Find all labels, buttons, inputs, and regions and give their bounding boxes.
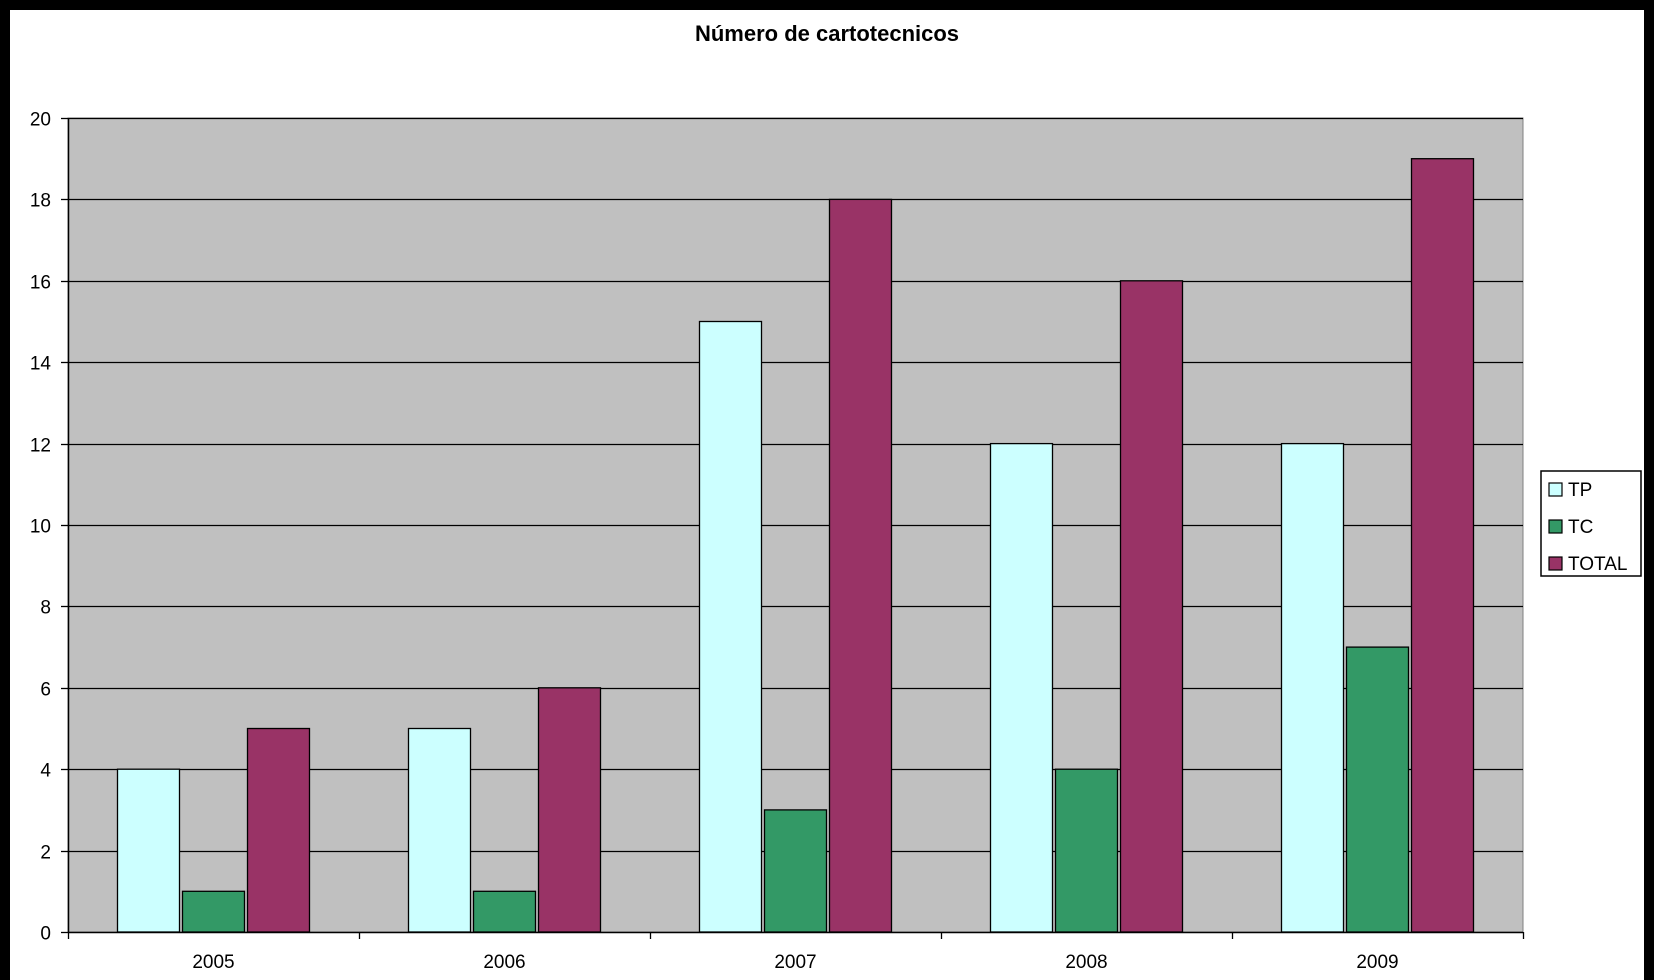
bar-total-2007 bbox=[828, 198, 893, 933]
x-tick-label: 2007 bbox=[774, 952, 816, 973]
legend-swatch-tp bbox=[1548, 482, 1563, 497]
y-tick-label: 12 bbox=[30, 436, 51, 457]
x-tick-label: 2006 bbox=[483, 952, 525, 973]
legend-label-total: TOTAL bbox=[1568, 554, 1627, 575]
y-tick-label: 8 bbox=[40, 598, 51, 619]
bar-tc-2009 bbox=[1345, 646, 1410, 933]
bar-total-2009 bbox=[1410, 158, 1475, 933]
y-tick-label: 6 bbox=[40, 680, 51, 701]
y-tick-label: 14 bbox=[30, 354, 52, 375]
legend-label-tc: TC bbox=[1568, 517, 1593, 538]
bar-total-2005 bbox=[246, 727, 311, 933]
bars bbox=[116, 158, 1475, 933]
legend: TP TC TOTAL bbox=[1540, 470, 1642, 577]
bar-tp-2005 bbox=[116, 768, 181, 933]
bar-tc-2008 bbox=[1054, 768, 1119, 933]
bar-tp-2006 bbox=[407, 727, 472, 933]
y-tick-label: 20 bbox=[30, 110, 51, 131]
y-tick-label: 10 bbox=[30, 517, 51, 538]
y-tick-label: 16 bbox=[30, 273, 51, 294]
axes: 0 2 4 6 8 10 12 14 16 18 20 2005 2006 2007 2008 2009 bbox=[30, 110, 1525, 973]
chart-title: Número de cartotecnicos bbox=[695, 21, 959, 46]
bar-tp-2009 bbox=[1280, 442, 1345, 933]
bar-total-2008 bbox=[1119, 280, 1184, 933]
bar-tp-2007 bbox=[698, 320, 763, 933]
x-tick-label: 2009 bbox=[1356, 952, 1398, 973]
bar-tc-2006 bbox=[472, 890, 537, 933]
bar-tp-2008 bbox=[989, 442, 1054, 933]
legend-label-tp: TP bbox=[1568, 480, 1592, 501]
x-tick-label: 2008 bbox=[1065, 952, 1107, 973]
bar-tc-2005 bbox=[181, 890, 246, 933]
y-tick-label: 0 bbox=[40, 924, 51, 945]
legend-swatch-total bbox=[1548, 556, 1563, 571]
gridlines bbox=[68, 117, 1523, 853]
y-tick-label: 18 bbox=[30, 191, 51, 212]
bar-tc-2007 bbox=[763, 809, 828, 933]
y-tick-label: 4 bbox=[40, 761, 51, 782]
x-tick-label: 2005 bbox=[192, 952, 234, 973]
y-tick-label: 2 bbox=[40, 843, 51, 864]
bar-total-2006 bbox=[537, 687, 602, 933]
legend-swatch-tc bbox=[1548, 519, 1563, 534]
